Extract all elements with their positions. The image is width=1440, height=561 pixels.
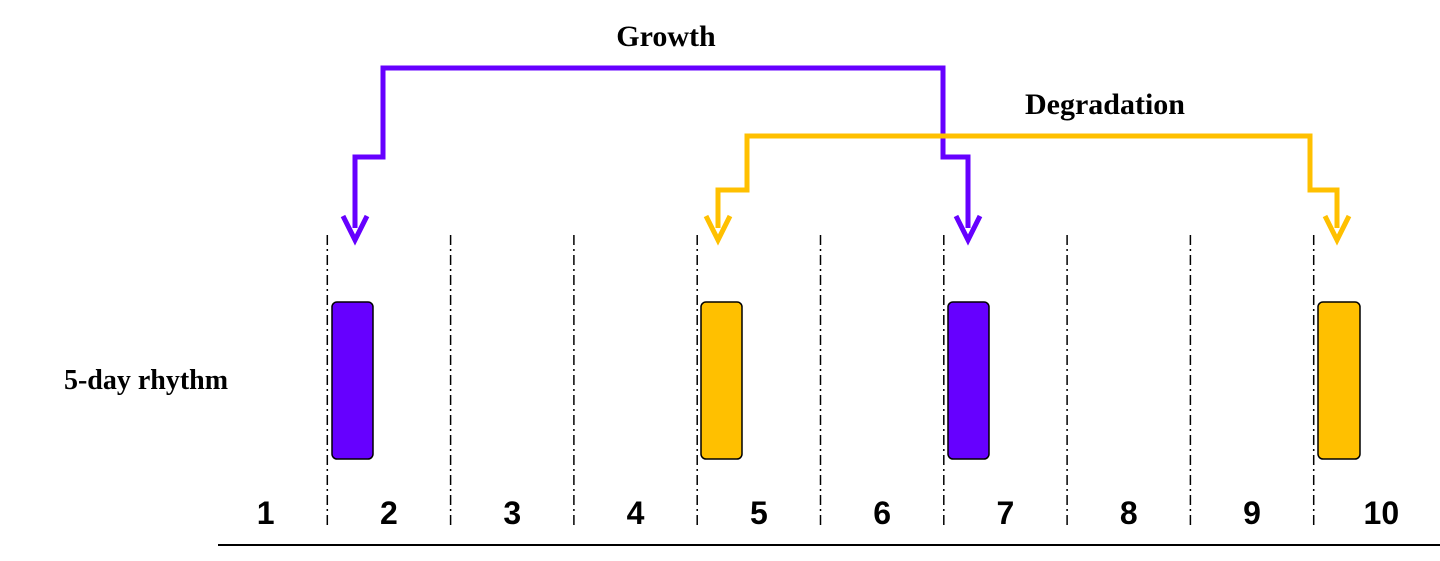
growth-bar	[331, 301, 374, 460]
day-label: 4	[627, 495, 645, 531]
day-separators	[326, 235, 1315, 525]
day-label: 9	[1243, 495, 1261, 531]
day-label: 1	[257, 495, 275, 531]
day-label: 2	[380, 495, 398, 531]
day-label: 7	[997, 495, 1015, 531]
growth-bar	[947, 301, 990, 460]
degradation-arrow	[715, 133, 1340, 228]
degradation-arrowhead	[1322, 214, 1352, 246]
degradation-bar	[700, 301, 743, 460]
day-label: 3	[503, 495, 521, 531]
day-labels: 1 2 3 4 5 6 7 8 9 10	[257, 495, 1399, 531]
day-label: 10	[1364, 495, 1400, 531]
growth-arrowhead	[340, 214, 370, 246]
growth-label: Growth	[616, 20, 716, 53]
day-label: 8	[1120, 495, 1138, 531]
degradation-bar	[1317, 301, 1361, 460]
day-label: 5	[750, 495, 768, 531]
growth-arrowhead	[953, 214, 983, 246]
degradation-arrowhead	[703, 214, 733, 246]
degradation-label: Degradation	[1025, 88, 1185, 121]
row-label: 5-day rhythm	[64, 365, 228, 396]
day-label: 6	[873, 495, 891, 531]
growth-arrow	[352, 65, 971, 228]
